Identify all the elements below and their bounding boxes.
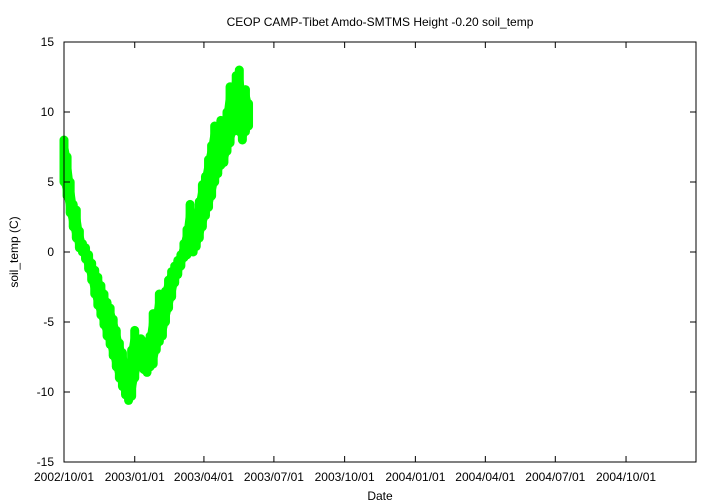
y-tick-label: -15	[37, 455, 55, 469]
x-axis: 2002/10/01 2003/01/01 2003/04/01 2003/07/01…	[34, 42, 656, 484]
y-axis: -15 -10 -5 0 5 10 15	[37, 35, 696, 469]
x-tick-label: 2004/07/01	[525, 470, 585, 484]
x-tick-label: 2004/04/01	[455, 470, 515, 484]
y-tick-label: 5	[47, 175, 54, 189]
x-tick-label: 2003/10/01	[315, 470, 375, 484]
x-axis-label: Date	[367, 489, 393, 503]
data-layer	[59, 65, 254, 405]
y-tick-label: 15	[41, 35, 55, 49]
chart-title: CEOP CAMP-Tibet Amdo-SMTMS Height -0.20 …	[227, 15, 534, 29]
x-tick-label: 2002/10/01	[34, 470, 94, 484]
x-tick-label: 2003/04/01	[174, 470, 234, 484]
y-axis-label: soil_temp (C)	[7, 216, 21, 287]
plot-frame	[63, 41, 697, 463]
x-tick-label: 2004/10/01	[596, 470, 656, 484]
y-tick-label: -10	[37, 385, 55, 399]
y-tick-label: 0	[47, 245, 54, 259]
x-tick-label: 2004/01/01	[385, 470, 445, 484]
y-tick-label: -5	[43, 315, 54, 329]
y-tick-label: 10	[41, 105, 55, 119]
x-tick-label: 2003/01/01	[105, 470, 165, 484]
x-tick-label: 2003/07/01	[244, 470, 304, 484]
